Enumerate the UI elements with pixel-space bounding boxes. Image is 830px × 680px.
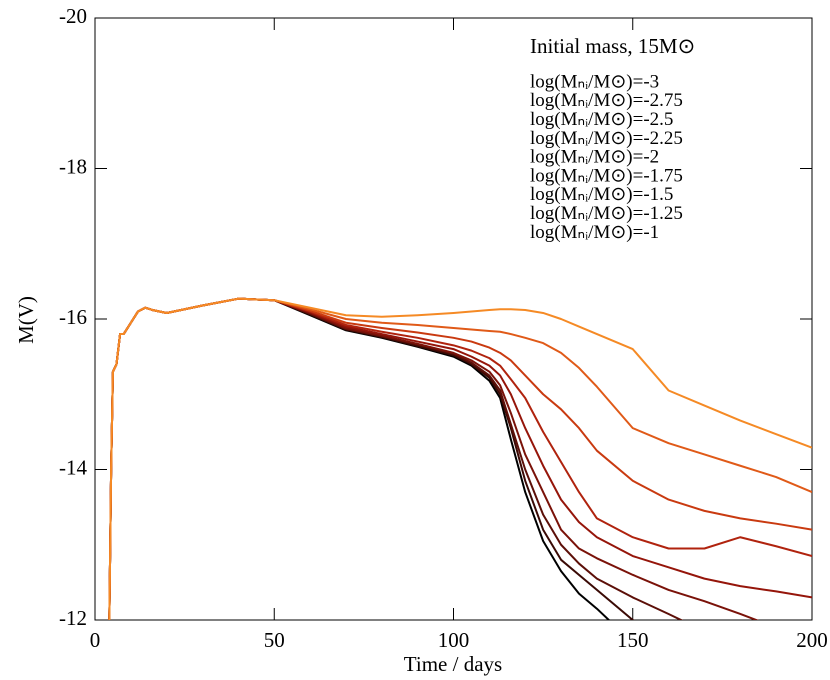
legend-label: log(Mₙᵢ/M⊙)=-1.75 <box>530 165 683 186</box>
plot-frame <box>94 17 813 621</box>
x-tick-label: 100 <box>438 628 470 652</box>
x-axis-label: Time / days <box>404 652 502 676</box>
legend-label: log(Mₙᵢ/M⊙)=-1 <box>530 222 659 243</box>
y-tick-label: -12 <box>59 606 87 630</box>
legend-label: log(Mₙᵢ/M⊙)=-1.25 <box>530 203 683 224</box>
legend-label: log(Mₙᵢ/M⊙)=-2.75 <box>530 90 683 111</box>
series-line <box>108 297 760 620</box>
y-tick-label: -20 <box>59 4 87 28</box>
y-axis-label: M(V) <box>14 296 38 344</box>
annotation: Initial mass, 15M⊙ <box>530 34 695 58</box>
series-line <box>108 297 635 620</box>
x-tick-label: 200 <box>796 628 828 652</box>
y-tick-label: -16 <box>59 305 87 329</box>
legend-label: log(Mₙᵢ/M⊙)=-3 <box>530 71 659 92</box>
series-line <box>108 297 812 620</box>
series-line <box>108 297 812 620</box>
legend-label: log(Mₙᵢ/M⊙)=-2.5 <box>530 109 673 130</box>
x-tick-label: 0 <box>90 628 101 652</box>
x-tick-label: 150 <box>617 628 649 652</box>
legend-label: log(Mₙᵢ/M⊙)=-2 <box>530 147 659 168</box>
y-tick-label: -14 <box>59 455 87 479</box>
legend-label: log(Mₙᵢ/M⊙)=-1.5 <box>530 184 673 205</box>
x-tick-label: 50 <box>264 628 285 652</box>
y-tick-label: -18 <box>59 154 87 178</box>
legend-label: log(Mₙᵢ/M⊙)=-2.25 <box>530 128 683 149</box>
